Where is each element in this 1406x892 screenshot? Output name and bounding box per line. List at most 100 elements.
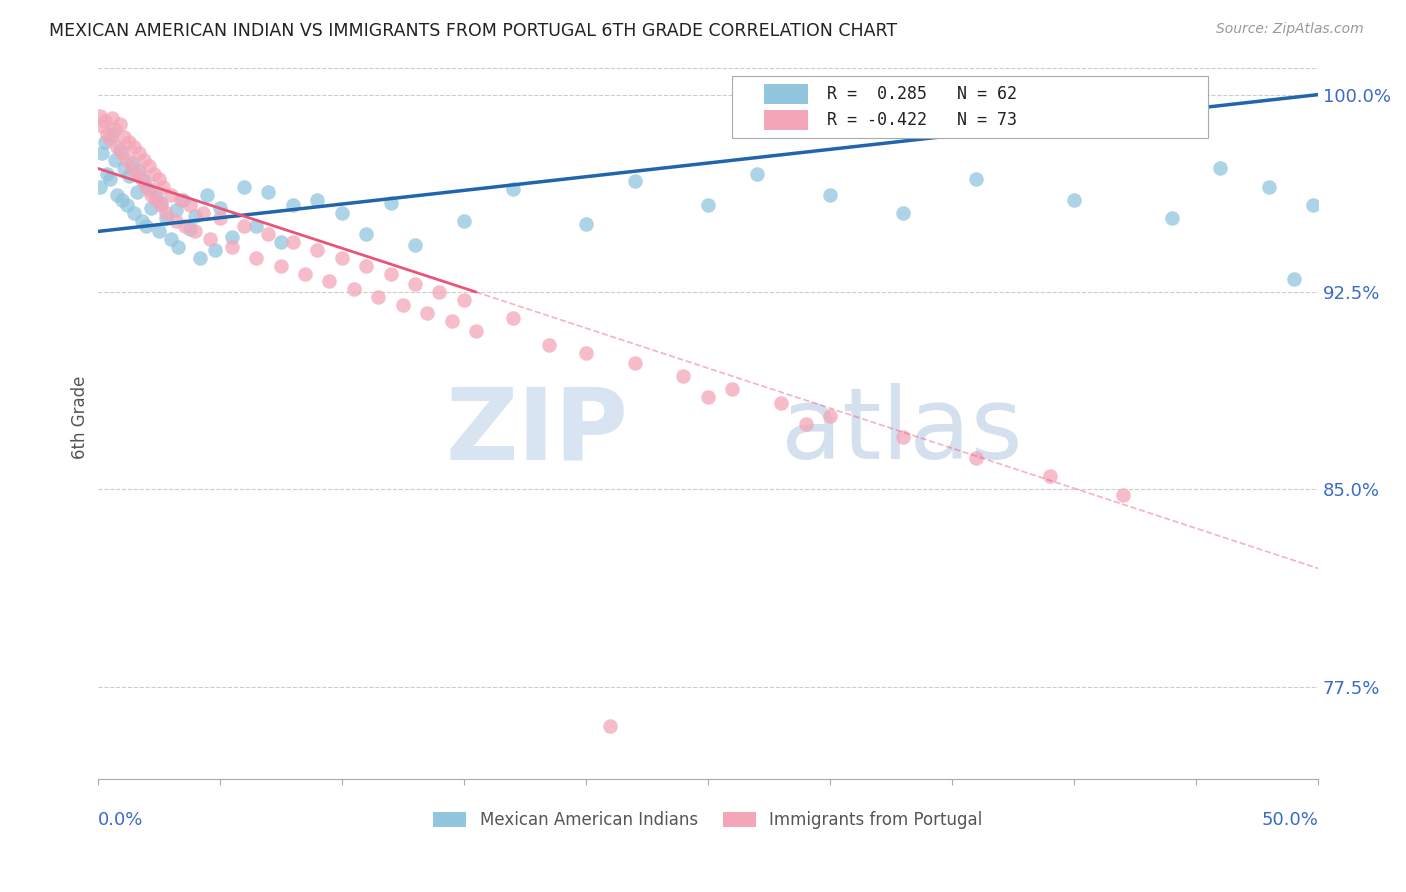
Point — [128, 145, 150, 160]
Text: R = -0.422   N = 73: R = -0.422 N = 73 — [828, 112, 1018, 129]
Point — [367, 290, 389, 304]
Point — [198, 232, 221, 246]
Point — [575, 345, 598, 359]
Point — [122, 206, 145, 220]
Point — [112, 129, 135, 144]
Point — [794, 417, 817, 431]
Point — [672, 369, 695, 384]
Point — [1282, 272, 1305, 286]
Point — [179, 222, 201, 236]
Point — [307, 193, 329, 207]
Point — [142, 167, 165, 181]
Point — [115, 198, 138, 212]
Point — [148, 225, 170, 239]
Point — [404, 237, 426, 252]
Point — [1209, 161, 1232, 176]
Point — [197, 187, 219, 202]
Point — [221, 240, 243, 254]
Point — [427, 285, 450, 299]
Point — [257, 227, 280, 241]
Point — [465, 325, 488, 339]
Point — [453, 214, 475, 228]
Point — [245, 251, 267, 265]
Point — [131, 214, 153, 228]
Point — [891, 206, 914, 220]
Point — [108, 117, 131, 131]
Point — [307, 243, 329, 257]
Point — [132, 153, 155, 168]
Point — [1039, 469, 1062, 483]
Point — [575, 217, 598, 231]
Point — [152, 179, 174, 194]
Point — [380, 195, 402, 210]
Point — [745, 167, 768, 181]
Point — [354, 259, 377, 273]
Point — [89, 109, 111, 123]
Point — [167, 240, 190, 254]
Point — [1258, 179, 1281, 194]
Text: R =  0.285   N = 62: R = 0.285 N = 62 — [828, 85, 1018, 103]
Point — [135, 219, 157, 234]
Point — [1063, 193, 1085, 207]
Point — [354, 227, 377, 241]
Point — [141, 187, 163, 202]
Point — [184, 209, 207, 223]
Point — [104, 121, 127, 136]
Point — [502, 182, 524, 196]
Point — [94, 114, 117, 128]
Point — [131, 171, 153, 186]
Point — [721, 383, 744, 397]
Point — [245, 219, 267, 234]
Point — [416, 306, 439, 320]
Point — [96, 167, 118, 181]
Point — [965, 450, 987, 465]
Point — [770, 395, 793, 409]
Point — [623, 356, 645, 370]
Point — [94, 135, 117, 149]
Point — [818, 187, 841, 202]
Point — [221, 229, 243, 244]
Point — [380, 267, 402, 281]
Point — [118, 135, 141, 149]
Point — [233, 179, 256, 194]
Point — [1160, 211, 1182, 226]
Point — [155, 211, 177, 226]
Point — [204, 243, 226, 257]
Point — [145, 193, 167, 207]
Point — [155, 206, 177, 220]
Text: MEXICAN AMERICAN INDIAN VS IMMIGRANTS FROM PORTUGAL 6TH GRADE CORRELATION CHART: MEXICAN AMERICAN INDIAN VS IMMIGRANTS FR… — [49, 22, 897, 40]
Point — [111, 193, 134, 207]
Point — [696, 198, 718, 212]
Bar — [763, 111, 808, 130]
Point — [294, 267, 316, 281]
Point — [391, 298, 413, 312]
Point — [128, 164, 150, 178]
Point — [623, 174, 645, 188]
Text: 0.0%: 0.0% — [97, 811, 143, 829]
Point — [818, 409, 841, 423]
Point — [174, 219, 197, 234]
Point — [208, 211, 231, 226]
Point — [150, 195, 173, 210]
Point — [599, 719, 621, 733]
Point — [148, 171, 170, 186]
Y-axis label: 6th Grade: 6th Grade — [72, 376, 89, 458]
Point — [135, 179, 157, 194]
Point — [91, 145, 114, 160]
Point — [502, 311, 524, 326]
Point — [101, 127, 124, 141]
Point — [89, 179, 111, 194]
Text: 50.0%: 50.0% — [1261, 811, 1319, 829]
Point — [98, 171, 121, 186]
Point — [281, 198, 304, 212]
Point — [281, 235, 304, 249]
Point — [184, 225, 207, 239]
Bar — [763, 84, 808, 103]
Legend: Mexican American Indians, Immigrants from Portugal: Mexican American Indians, Immigrants fro… — [426, 805, 990, 836]
Point — [105, 187, 128, 202]
Point — [145, 190, 167, 204]
Point — [191, 206, 214, 220]
Point — [132, 174, 155, 188]
Point — [122, 140, 145, 154]
Point — [1112, 488, 1135, 502]
